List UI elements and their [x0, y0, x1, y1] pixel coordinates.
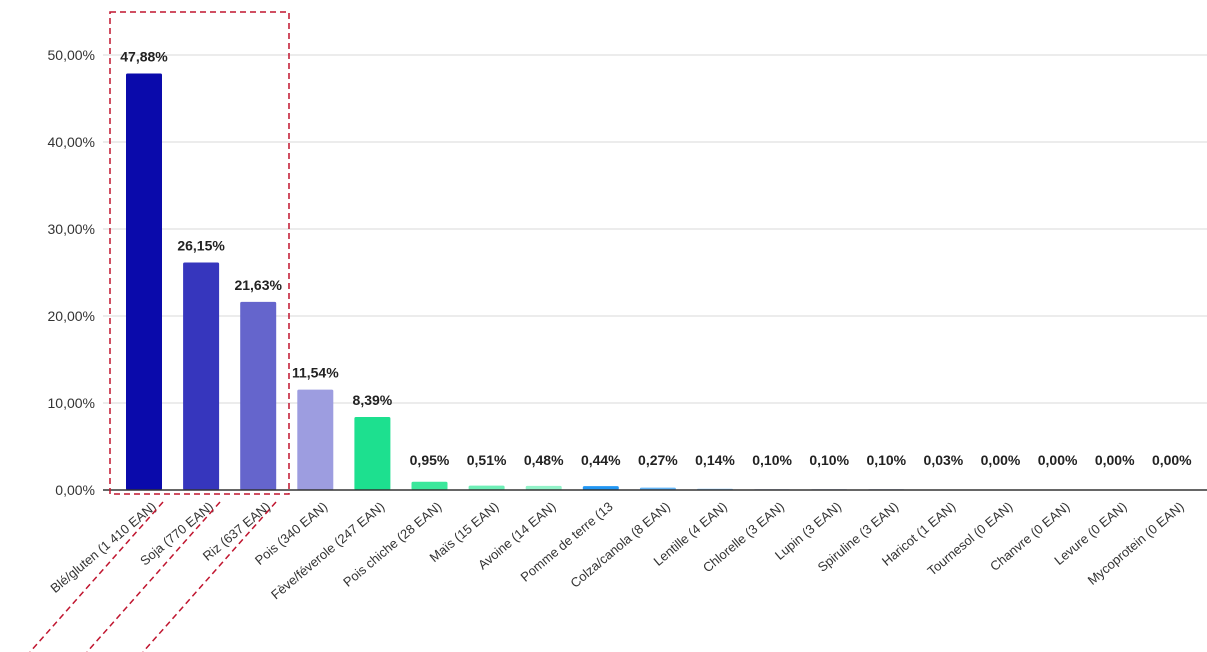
data-labels: 47,88% 26,15% 21,63% 11,54% 8,39% 0,95% 0,51% 0…: [120, 48, 1192, 468]
gridlines: [103, 54, 1207, 404]
highlight-connector: [142, 501, 277, 652]
data-label: 0,48%: [524, 452, 564, 468]
data-label: 0,27%: [638, 452, 678, 468]
bar: [411, 481, 448, 490]
y-tick-label: 20,00%: [48, 308, 95, 324]
y-axis-ticks: 0,00% 10,00% 20,00% 30,00% 40,00% 50,00%: [48, 47, 95, 498]
bar: [126, 73, 162, 490]
highlight-connector: [86, 501, 221, 652]
data-label: 0,00%: [1038, 452, 1078, 468]
bar: [582, 486, 619, 490]
data-label: 0,10%: [866, 452, 906, 468]
y-tick-label: 50,00%: [48, 47, 95, 63]
bar: [297, 389, 334, 490]
data-label: 11,54%: [292, 365, 339, 381]
data-label: 0,10%: [752, 452, 792, 468]
x-tick-label: Mycoprotein (0 EAN): [1085, 499, 1187, 588]
y-tick-label: 0,00%: [55, 482, 95, 498]
data-label: 0,95%: [410, 452, 450, 468]
data-label: 0,44%: [581, 452, 621, 468]
bar: [525, 485, 562, 490]
data-label: 0,51%: [467, 452, 507, 468]
highlight-rect: [109, 11, 290, 495]
x-tick-label: Fève/féverole (247 EAN): [268, 499, 387, 602]
data-label: 0,10%: [809, 452, 849, 468]
data-label: 47,88%: [120, 48, 168, 64]
data-label: 0,00%: [1152, 452, 1192, 468]
data-label: 0,03%: [924, 452, 964, 468]
data-label: 0,00%: [1095, 452, 1135, 468]
bars: [126, 73, 962, 490]
data-label: 26,15%: [177, 237, 225, 253]
y-tick-label: 10,00%: [48, 395, 95, 411]
y-tick-label: 40,00%: [48, 134, 95, 150]
highlight-box: [29, 11, 290, 652]
x-axis-labels: Blé/gluten (1 410 EAN)Soja (770 EAN)Riz …: [47, 499, 1186, 602]
bar: [183, 262, 220, 490]
data-label: 0,00%: [981, 452, 1021, 468]
bar: [354, 417, 391, 490]
y-tick-label: 30,00%: [48, 221, 95, 237]
x-tick-label: Colza/canola (8 EAN): [567, 499, 672, 591]
highlight-connector: [29, 501, 164, 652]
bar: [240, 301, 277, 490]
data-label: 0,14%: [695, 452, 735, 468]
bar: [468, 485, 505, 490]
x-tick-label: Blé/gluten (1 410 EAN): [47, 499, 159, 596]
data-label: 21,63%: [234, 277, 282, 293]
x-tick-label: Pois chiche (28 EAN): [340, 499, 444, 590]
data-label: 8,39%: [353, 392, 393, 408]
